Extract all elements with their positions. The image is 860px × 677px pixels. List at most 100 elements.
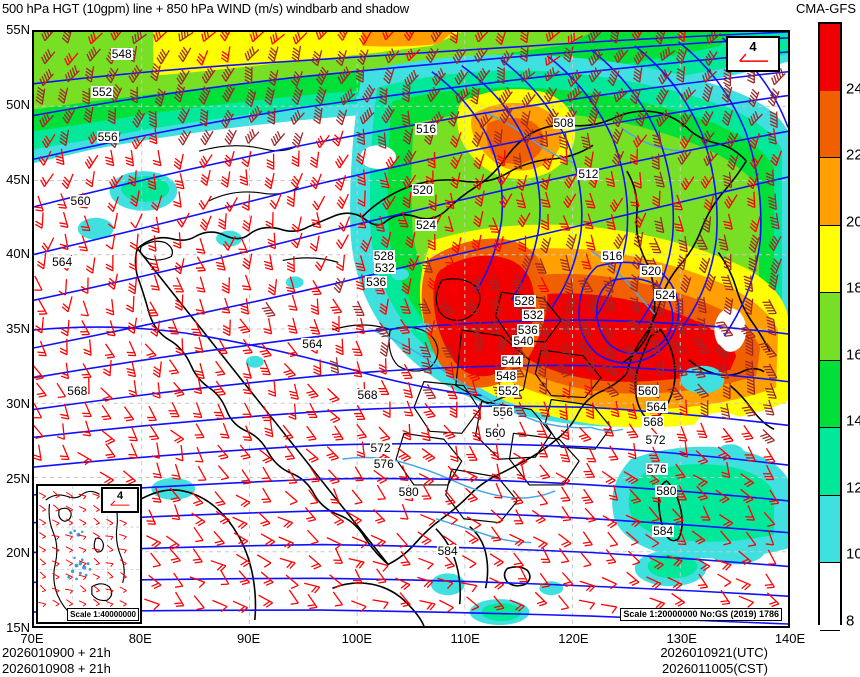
windbarb: [519, 45, 529, 62]
windbarb: [763, 464, 775, 481]
windbarb: [496, 171, 511, 186]
windbarb: [128, 254, 137, 271]
windbarb: [473, 47, 488, 63]
windbarb: [192, 548, 203, 564]
windbarb: [634, 212, 647, 228]
windbarb: [214, 403, 226, 420]
windbarb: [151, 442, 161, 459]
windbarb: [110, 32, 125, 41]
windbarb: [444, 192, 455, 210]
windbarb: [178, 32, 194, 42]
windbarb: [678, 112, 693, 128]
windbarb: [540, 547, 551, 563]
south-sea-inset[interactable]: 4 Scale 1:40000000: [36, 484, 142, 624]
windbarb: [146, 301, 159, 317]
windbarb: [516, 175, 528, 192]
windbarb: [396, 532, 408, 548]
windbarb: [564, 296, 576, 315]
windbarb: [247, 105, 263, 123]
windbarb: [633, 49, 648, 65]
windbarb: [177, 108, 191, 124]
windbarb: [100, 387, 113, 402]
windbarb: [721, 427, 734, 443]
windbarb: [437, 577, 454, 590]
windbarb-inset: [65, 546, 73, 553]
windbarb: [545, 32, 561, 42]
windbarb: [521, 126, 534, 145]
windbarb: [307, 593, 318, 610]
windbarb: [288, 294, 298, 311]
windbarb: [471, 321, 482, 338]
windbarb: [334, 175, 347, 191]
windbarb-inset: [65, 518, 73, 526]
windbarb: [55, 148, 65, 166]
windbarb: [357, 169, 366, 186]
windbarb: [373, 509, 386, 524]
windbarb: [239, 444, 251, 460]
windbarb: [767, 88, 780, 107]
windbarb: [735, 578, 751, 591]
windbarb: [269, 193, 282, 210]
windbarb: [717, 573, 732, 587]
windbarb: [80, 277, 89, 294]
windbarb: [645, 533, 660, 548]
colorbar[interactable]: [818, 22, 842, 631]
windbarb: [259, 449, 273, 464]
windbarb: [107, 107, 117, 125]
windbarb: [627, 550, 641, 566]
windbarb: [516, 463, 526, 481]
windbarb: [404, 69, 419, 87]
windbarb: [539, 464, 551, 480]
windbarb: [194, 363, 205, 380]
windbarb: [191, 320, 203, 337]
windbarb: [351, 600, 367, 613]
windbarb-inset: [52, 599, 60, 607]
windbarb: [327, 408, 341, 424]
y-tick-55N: 55N: [6, 22, 30, 37]
windbarb: [722, 171, 733, 189]
windbarb: [743, 275, 754, 293]
windbarb: [518, 235, 527, 253]
windbarb: [511, 489, 524, 505]
windbarb: [648, 446, 660, 462]
windbarb: [679, 274, 692, 294]
windbarb: [329, 357, 340, 374]
windbarb: [588, 48, 603, 66]
windbarb-inset: [51, 587, 60, 594]
windbarb: [220, 422, 230, 439]
windbarb: [327, 388, 340, 403]
windbarb: [601, 576, 617, 590]
windbarb: [81, 215, 91, 232]
windbarb: [263, 254, 274, 271]
windbarb: [627, 442, 637, 460]
windbarb: [532, 536, 548, 550]
windbarb: [34, 423, 44, 440]
windbarb: [496, 66, 505, 85]
windbarb: [358, 32, 373, 45]
windbarb: [232, 516, 248, 530]
map-canvas[interactable]: 548 552 556 560 564 568 516 508 512 520 524 516 528 5…: [32, 30, 790, 628]
windbarb: [84, 154, 99, 169]
y-tick-25N: 25N: [6, 470, 30, 486]
windbarb: [83, 106, 94, 124]
windbarb-inset: [79, 585, 87, 593]
windbarb: [425, 47, 439, 64]
windbarb: [421, 257, 433, 274]
windbarb: [107, 196, 119, 213]
windbarb: [588, 67, 603, 83]
windbarb: [174, 173, 185, 190]
windbarb: [740, 473, 755, 488]
windbarb: [610, 400, 620, 418]
windbarb: [629, 377, 638, 395]
windbarb: [261, 405, 272, 422]
windbarb: [626, 423, 639, 439]
windbarb: [354, 404, 366, 420]
windbarb: [126, 360, 137, 378]
windbarb: [439, 299, 454, 316]
windbarb-key-inset-value: 4: [116, 490, 124, 502]
windbarb: [407, 255, 420, 271]
windbarb: [402, 338, 411, 355]
windbarb: [629, 274, 640, 293]
windbarb: [672, 194, 683, 211]
windbarb: [498, 86, 513, 105]
